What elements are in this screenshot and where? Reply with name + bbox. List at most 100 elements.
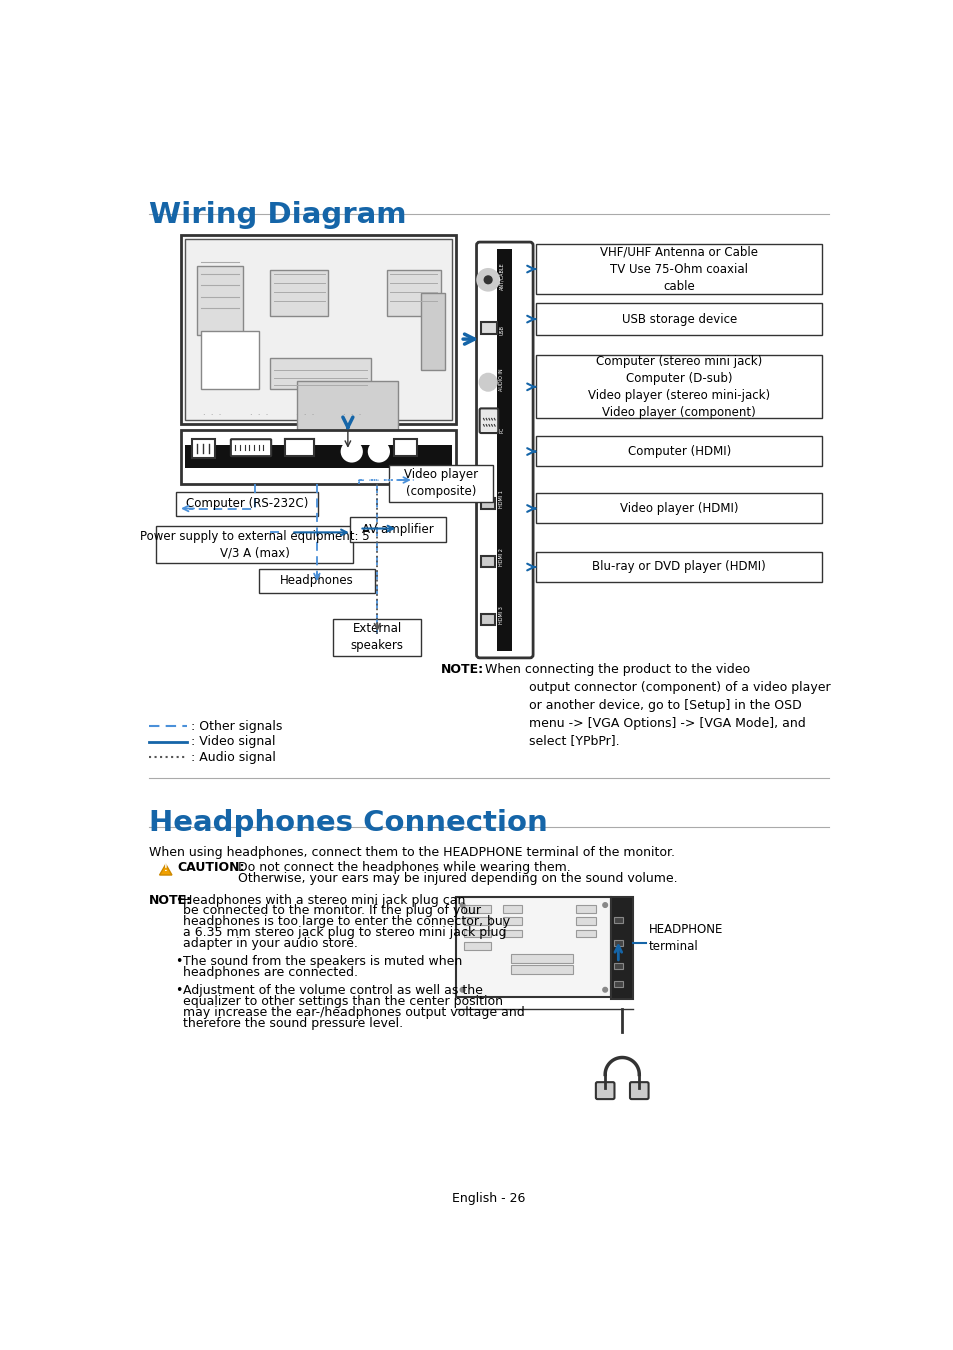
Text: External
speakers: External speakers — [351, 622, 403, 652]
FancyBboxPatch shape — [480, 614, 495, 625]
Text: •: • — [174, 894, 182, 906]
Polygon shape — [159, 864, 172, 875]
FancyBboxPatch shape — [576, 918, 596, 925]
FancyBboxPatch shape — [576, 904, 596, 913]
Text: .  .  .: . . . — [250, 408, 268, 417]
Text: HDMI 1: HDMI 1 — [499, 490, 504, 508]
Circle shape — [476, 269, 498, 290]
FancyBboxPatch shape — [421, 293, 444, 370]
Text: adapter in your audio store.: adapter in your audio store. — [183, 937, 357, 949]
Text: Video player
(composite): Video player (composite) — [403, 468, 477, 498]
Text: .  .  .: . . . — [203, 408, 221, 417]
Text: ANT/CABLE: ANT/CABLE — [499, 262, 504, 290]
FancyBboxPatch shape — [285, 439, 314, 456]
Text: .  .  .: . . . — [295, 408, 314, 417]
Text: Wiring Diagram: Wiring Diagram — [149, 201, 406, 228]
Text: Blu-ray or DVD player (HDMI): Blu-ray or DVD player (HDMI) — [592, 560, 765, 574]
FancyBboxPatch shape — [536, 355, 821, 418]
FancyBboxPatch shape — [479, 409, 497, 433]
FancyBboxPatch shape — [464, 904, 491, 913]
Text: Otherwise, your ears may be injured depending on the sound volume.: Otherwise, your ears may be injured depe… — [237, 872, 677, 886]
FancyBboxPatch shape — [502, 904, 521, 913]
Circle shape — [459, 987, 464, 992]
Text: VHF/UHF Antenna or Cable
TV Use 75-Ohm coaxial
cable: VHF/UHF Antenna or Cable TV Use 75-Ohm c… — [599, 246, 758, 293]
Text: HDMI 3: HDMI 3 — [499, 606, 504, 624]
FancyBboxPatch shape — [536, 493, 821, 524]
FancyBboxPatch shape — [181, 235, 456, 424]
Text: USB storage device: USB storage device — [621, 313, 736, 325]
Text: headphones is too large to enter the connector, buy: headphones is too large to enter the con… — [183, 915, 510, 927]
Text: : Other signals: : Other signals — [192, 720, 282, 733]
Text: NOTE:: NOTE: — [149, 894, 192, 906]
Text: Computer (stereo mini jack)
Computer (D-sub)
Video player (stereo mini-jack)
Vid: Computer (stereo mini jack) Computer (D-… — [587, 355, 769, 418]
Text: Video player (HDMI): Video player (HDMI) — [619, 502, 738, 514]
FancyBboxPatch shape — [192, 439, 215, 458]
FancyBboxPatch shape — [156, 526, 353, 563]
Circle shape — [459, 903, 464, 907]
Circle shape — [602, 903, 607, 907]
FancyBboxPatch shape — [480, 323, 497, 335]
Text: HEADPHONE: HEADPHONE — [320, 478, 359, 483]
Text: HDMI 2: HDMI 2 — [499, 548, 504, 566]
FancyBboxPatch shape — [536, 302, 821, 335]
Text: : Video signal: : Video signal — [192, 736, 275, 748]
Text: USB: USB — [499, 325, 504, 335]
FancyBboxPatch shape — [536, 436, 821, 466]
FancyBboxPatch shape — [464, 918, 491, 925]
Circle shape — [369, 441, 389, 462]
FancyBboxPatch shape — [386, 270, 440, 316]
FancyBboxPatch shape — [629, 1083, 648, 1099]
FancyBboxPatch shape — [614, 963, 622, 969]
Text: •: • — [174, 954, 182, 968]
FancyBboxPatch shape — [196, 266, 243, 335]
Text: Power supply to external equipment: 5
V/3 A (max): Power supply to external equipment: 5 V/… — [140, 529, 370, 560]
Circle shape — [193, 432, 216, 455]
FancyBboxPatch shape — [285, 439, 314, 456]
FancyBboxPatch shape — [350, 517, 446, 541]
FancyBboxPatch shape — [231, 439, 271, 456]
Text: Adjustment of the volume control as well as the: Adjustment of the volume control as well… — [183, 984, 482, 998]
Text: PC: PC — [499, 427, 504, 433]
Text: CAUTION:: CAUTION: — [177, 861, 245, 875]
FancyBboxPatch shape — [476, 242, 533, 657]
Text: therefore the sound pressure level.: therefore the sound pressure level. — [183, 1017, 402, 1030]
FancyBboxPatch shape — [497, 248, 512, 651]
Text: •: • — [174, 984, 182, 998]
FancyBboxPatch shape — [259, 568, 375, 593]
Text: The sound from the speakers is muted when: The sound from the speakers is muted whe… — [183, 954, 461, 968]
FancyBboxPatch shape — [611, 898, 633, 999]
Text: SPDIF OUT: SPDIF OUT — [362, 478, 395, 483]
Text: Computer (RS-232C): Computer (RS-232C) — [186, 497, 308, 510]
Text: Headphones with a stereo mini jack plug can: Headphones with a stereo mini jack plug … — [183, 894, 465, 906]
FancyBboxPatch shape — [181, 429, 456, 483]
Text: HEADPHONE
terminal: HEADPHONE terminal — [648, 923, 722, 953]
Text: When using headphones, connect them to the HEADPHONE terminal of the monitor.: When using headphones, connect them to t… — [149, 845, 674, 859]
FancyBboxPatch shape — [464, 930, 491, 937]
Text: When connecting the product to the video
           output connector (component): When connecting the product to the video… — [484, 663, 830, 748]
Text: RS-232C: RS-232C — [237, 478, 264, 483]
Text: AV amplifier: AV amplifier — [362, 522, 434, 536]
Text: LAN: LAN — [197, 478, 210, 483]
Text: : Audio signal: : Audio signal — [192, 751, 276, 764]
Text: AV IN: AV IN — [401, 478, 417, 483]
Text: English - 26: English - 26 — [452, 1192, 525, 1206]
Text: Do not connect the headphones while wearing them.: Do not connect the headphones while wear… — [237, 861, 570, 875]
Text: be connected to the monitor. If the plug of your: be connected to the monitor. If the plug… — [183, 904, 480, 917]
FancyBboxPatch shape — [614, 940, 622, 946]
Text: may increase the ear-/headphones output voltage and: may increase the ear-/headphones output … — [183, 1006, 524, 1019]
FancyBboxPatch shape — [614, 917, 622, 923]
FancyBboxPatch shape — [270, 358, 371, 389]
Text: AUDIO IN: AUDIO IN — [499, 369, 504, 391]
FancyBboxPatch shape — [464, 942, 491, 949]
Text: equalizer to other settings than the center position: equalizer to other settings than the cen… — [183, 995, 502, 1008]
FancyBboxPatch shape — [502, 918, 521, 925]
FancyBboxPatch shape — [175, 491, 318, 516]
FancyBboxPatch shape — [185, 446, 452, 468]
FancyBboxPatch shape — [389, 464, 493, 502]
FancyBboxPatch shape — [297, 382, 397, 432]
Text: Computer (HDMI): Computer (HDMI) — [627, 444, 730, 458]
Text: NOTE:: NOTE: — [440, 663, 483, 675]
Text: headphones are connected.: headphones are connected. — [183, 965, 357, 979]
FancyBboxPatch shape — [480, 498, 495, 509]
Text: POWER SUPPLY: POWER SUPPLY — [273, 478, 319, 483]
